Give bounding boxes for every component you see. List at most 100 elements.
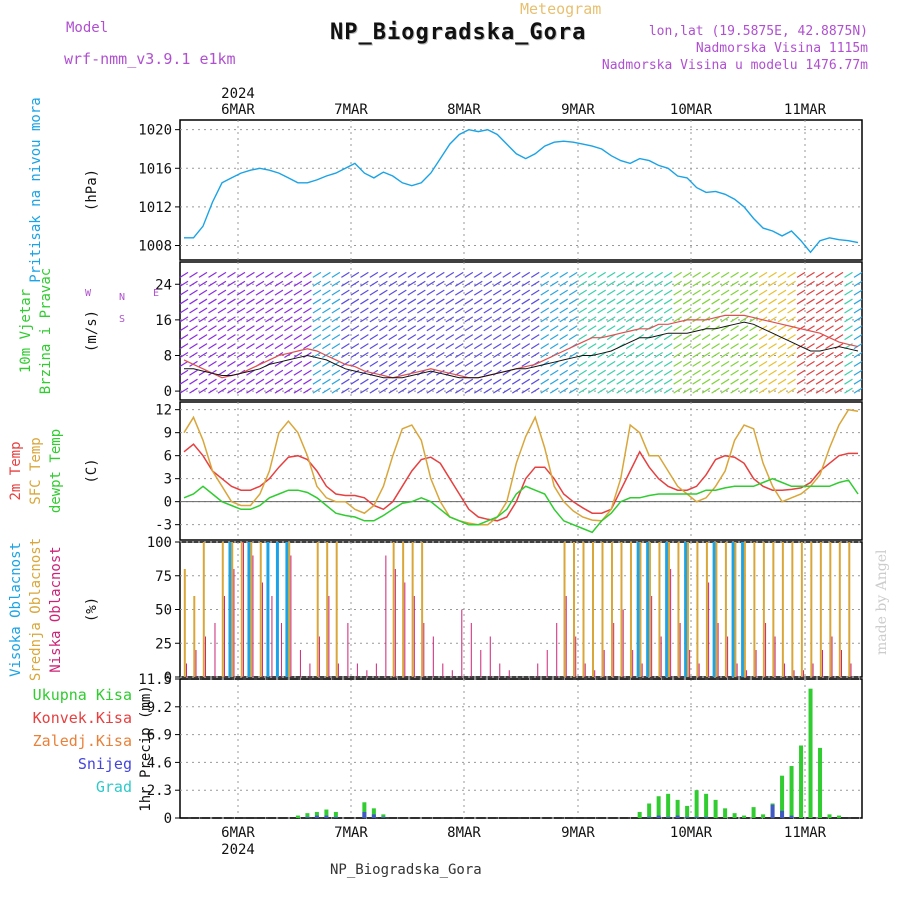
- wind-barb: [236, 271, 246, 278]
- precip-bar: [381, 814, 386, 818]
- wind-barb: [711, 351, 720, 358]
- y-tick-label: 4.6: [147, 755, 172, 771]
- wind-barb: [265, 378, 274, 385]
- wind-barb: [559, 334, 569, 341]
- wind-barb: [730, 325, 739, 332]
- wind-barb: [511, 280, 521, 287]
- wind-barb: [303, 387, 312, 394]
- wind-barb: [730, 387, 739, 394]
- wind-barb: [454, 378, 464, 385]
- wind-barb: [844, 360, 853, 367]
- wind-barb: [549, 387, 559, 394]
- wind-barb: [208, 271, 217, 278]
- wind-barb: [549, 280, 559, 287]
- wind-barb: [663, 360, 673, 367]
- wind-barb: [644, 298, 654, 305]
- wind-barb: [806, 343, 815, 350]
- wind-barb: [597, 378, 607, 385]
- wind-barb: [246, 369, 255, 376]
- wind-barb: [568, 378, 578, 385]
- wind-barb: [578, 280, 588, 287]
- wind-barb: [720, 280, 730, 287]
- wind-barb: [492, 298, 502, 305]
- wind-barb: [521, 378, 531, 385]
- wind-barb: [492, 343, 502, 350]
- wind-barb: [739, 343, 749, 350]
- wind-barb: [464, 316, 474, 323]
- wind-barb: [208, 387, 217, 394]
- wind-barb: [322, 343, 331, 350]
- wind-barb: [673, 334, 682, 341]
- wind-barb: [787, 360, 796, 367]
- wind-barb: [739, 316, 749, 323]
- wind-barb: [398, 298, 407, 305]
- wind-barb: [293, 307, 303, 314]
- wind-barb: [179, 343, 189, 350]
- wind-barb: [730, 378, 739, 385]
- wind-barb: [454, 387, 464, 394]
- wind-barb: [379, 325, 388, 332]
- wind-barb: [198, 369, 208, 376]
- wind-barb: [530, 325, 540, 332]
- wind-barb: [369, 289, 379, 296]
- wind-barb: [445, 387, 455, 394]
- wind-barb: [208, 307, 217, 314]
- wind-barb: [692, 271, 701, 278]
- wind-barb: [246, 289, 255, 296]
- side-label: SFC Temp: [28, 437, 44, 504]
- wind-barb: [635, 271, 644, 278]
- wind-barb: [379, 387, 388, 394]
- wind-barb: [644, 387, 654, 394]
- wind-barb: [417, 325, 426, 332]
- wind-barb: [739, 378, 749, 385]
- wind-barb: [730, 280, 739, 287]
- wind-barb: [284, 325, 293, 332]
- wind-barb: [682, 307, 692, 314]
- wind-barb: [720, 307, 730, 314]
- wind-barb: [227, 360, 236, 367]
- wind-barb: [711, 289, 720, 296]
- wind-barb: [407, 351, 417, 358]
- wind-barb: [274, 325, 284, 332]
- wind-barb: [673, 280, 682, 287]
- wind-barb: [844, 307, 853, 314]
- x-tick-label-top: 10MAR: [670, 102, 713, 118]
- wind-barb: [587, 289, 597, 296]
- wind-barb: [265, 334, 274, 341]
- wind-barb: [806, 351, 815, 358]
- wind-barb: [815, 298, 825, 305]
- wind-barb: [711, 343, 720, 350]
- model-name: wrf-nmm_v3.9.1 e1km: [64, 50, 236, 68]
- wind-barb: [568, 298, 578, 305]
- wind-barb: [341, 387, 350, 394]
- wind-barb: [711, 325, 720, 332]
- wind-barb: [407, 289, 417, 296]
- wind-barb: [189, 271, 198, 278]
- wind-barb: [293, 334, 303, 341]
- wind-barb: [379, 316, 388, 323]
- wind-barb: [246, 351, 255, 358]
- x-tick-label-top: 11MAR: [784, 102, 827, 118]
- wind-barb: [179, 360, 189, 367]
- wind-barb: [730, 351, 739, 358]
- wind-barb: [825, 298, 834, 305]
- wind-barb: [654, 334, 663, 341]
- wind-barb: [445, 271, 455, 278]
- wind-barb: [435, 316, 445, 323]
- y-tick-label: 6.9: [147, 728, 172, 744]
- wind-barb: [853, 325, 863, 332]
- wind-barb: [255, 289, 265, 296]
- wind-barb: [360, 298, 369, 305]
- wind-barb: [293, 316, 303, 323]
- wind-barb: [445, 351, 455, 358]
- x-tick-label-bottom: 6MAR: [221, 825, 255, 841]
- wind-barb: [663, 369, 673, 376]
- wind-barb: [369, 307, 379, 314]
- wind-barb: [549, 325, 559, 332]
- wind-barb: [217, 325, 227, 332]
- chart-panels: 6MAR 6MAR 7MAR 7MAR 8MAR 8MAR 9MAR 9MAR 10MAR 10M…: [8, 86, 863, 858]
- wind-barb: [663, 351, 673, 358]
- side-label: 10m Vjetar: [18, 289, 34, 373]
- wind-barb: [388, 351, 398, 358]
- wind-barb: [720, 298, 730, 305]
